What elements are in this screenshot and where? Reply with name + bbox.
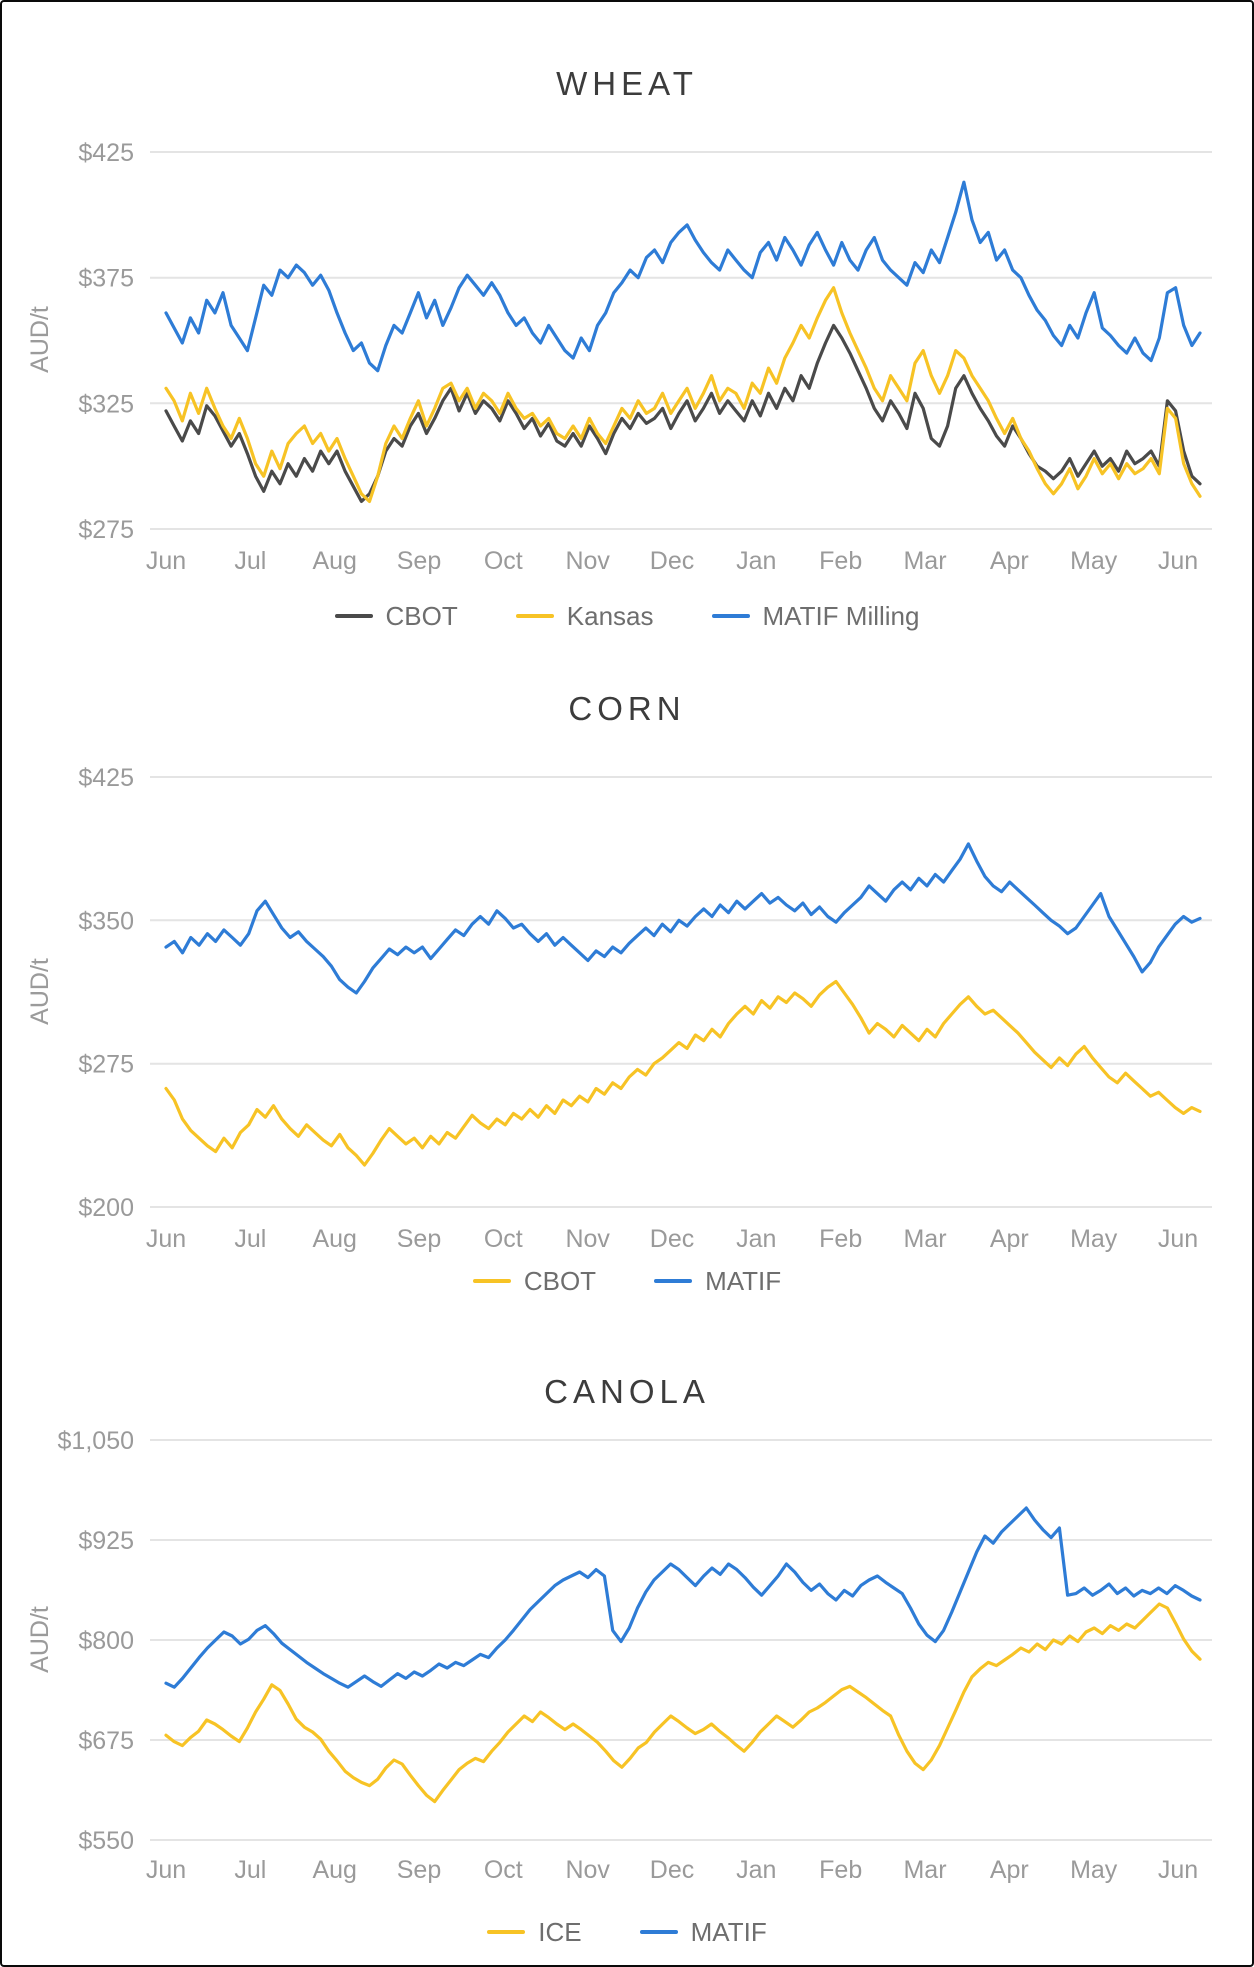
wheat-chart-title: WHEAT <box>556 65 698 102</box>
corn-legend-label-matif: MATIF <box>705 1265 782 1296</box>
svg-text:Aug: Aug <box>312 547 356 575</box>
wheat-chart-section: WHEAT AUD/t $425 $375 $325 $275 Jun Jul Aug Sep… <box>2 2 1252 632</box>
svg-text:Mar: Mar <box>903 1856 946 1884</box>
svg-text:$550: $550 <box>78 1827 134 1855</box>
svg-text:$800: $800 <box>78 1627 134 1655</box>
corn-chart-title: CORN <box>568 690 686 727</box>
wheat-legend-item-matif-milling: MATIF Milling <box>711 600 920 632</box>
svg-text:Mar: Mar <box>903 547 946 575</box>
svg-text:Dec: Dec <box>650 1225 694 1253</box>
svg-text:Jan: Jan <box>736 1225 776 1253</box>
corn-legend-item-cbot: CBOT <box>472 1265 597 1297</box>
svg-text:Jul: Jul <box>234 1225 266 1253</box>
svg-text:Jun: Jun <box>146 1856 186 1884</box>
svg-text:Feb: Feb <box>819 1856 862 1884</box>
corn-cbot-line-swatch-icon <box>472 1279 511 1283</box>
svg-text:Sep: Sep <box>397 1225 441 1253</box>
kansas-line-swatch-icon <box>515 614 554 618</box>
svg-text:Jun: Jun <box>146 547 186 575</box>
canola-chart-section: CANOLA AUD/t $1,050 $925 $800 $675 $550 Jun Ju… <box>2 1362 1252 1948</box>
svg-text:Jul: Jul <box>234 1856 266 1884</box>
svg-text:Apr: Apr <box>990 1225 1029 1253</box>
svg-text:Aug: Aug <box>312 1225 356 1253</box>
svg-text:Nov: Nov <box>565 1225 610 1253</box>
canola-y-axis-label: AUD/t <box>25 1606 54 1673</box>
wheat-legend-label-cbot: CBOT <box>385 600 458 631</box>
svg-text:$425: $425 <box>78 139 134 167</box>
corn-chart-plot: $425 $350 $275 $200 Jun Jul Aug Sep Oct Nov Dec Jan… <box>78 764 1212 1253</box>
corn-legend-label-cbot: CBOT <box>523 1265 597 1296</box>
svg-text:Aug: Aug <box>312 1856 356 1884</box>
svg-text:Jun: Jun <box>1158 1856 1198 1884</box>
svg-text:Oct: Oct <box>484 547 523 575</box>
corn-legend-item-matif: MATIF <box>654 1266 781 1297</box>
svg-text:Jul: Jul <box>234 547 266 575</box>
svg-text:$275: $275 <box>78 516 134 544</box>
wheat-chart-plot: $425 $375 $325 $275 Jun Jul Aug Sep Oct Nov Dec Jan… <box>78 139 1212 575</box>
cbot-line-swatch-icon <box>334 614 373 618</box>
svg-text:Nov: Nov <box>565 547 610 575</box>
svg-text:May: May <box>1070 547 1118 575</box>
svg-text:Jun: Jun <box>146 1225 186 1253</box>
svg-text:$350: $350 <box>78 907 134 935</box>
svg-text:May: May <box>1070 1856 1118 1884</box>
matif-milling-line-swatch-icon <box>711 614 750 618</box>
canola-legend-item-matif: MATIF <box>639 1916 767 1948</box>
wheat-legend-label-kansas: Kansas <box>566 600 654 631</box>
ice-line-swatch-icon <box>487 1930 526 1934</box>
canola-chart-plot: $1,050 $925 $800 $675 $550 Jun Jul Aug Sep Oct Nov… <box>58 1427 1212 1884</box>
canola-legend-label-matif: MATIF <box>690 1916 767 1947</box>
svg-text:$1,050: $1,050 <box>58 1427 134 1455</box>
svg-text:Sep: Sep <box>397 1856 441 1884</box>
wheat-legend-item-cbot: CBOT <box>334 600 458 632</box>
canola-legend-item-ice: ICE <box>487 1916 582 1948</box>
wheat-legend-label-matif-milling: MATIF Milling <box>762 600 920 631</box>
canola-chart-title: CANOLA <box>544 1373 710 1410</box>
svg-text:Sep: Sep <box>397 547 441 575</box>
svg-text:Oct: Oct <box>484 1225 523 1253</box>
svg-text:Jan: Jan <box>736 1856 776 1884</box>
svg-text:Jun: Jun <box>1158 1225 1198 1253</box>
svg-text:May: May <box>1070 1225 1118 1253</box>
svg-text:Jun: Jun <box>1158 547 1198 575</box>
svg-text:Feb: Feb <box>819 1225 862 1253</box>
svg-text:Apr: Apr <box>990 547 1029 575</box>
canola-legend-label-ice: ICE <box>538 1916 582 1947</box>
svg-text:$675: $675 <box>78 1727 134 1755</box>
svg-text:Dec: Dec <box>650 1856 694 1884</box>
svg-text:$925: $925 <box>78 1527 134 1555</box>
svg-text:Oct: Oct <box>484 1856 523 1884</box>
corn-matif-line-swatch-icon <box>654 1279 693 1283</box>
svg-text:Dec: Dec <box>650 547 694 575</box>
svg-text:Mar: Mar <box>903 1225 946 1253</box>
corn-chart-section: CORN AUD/t $425 $350 $275 $200 Jun Jul Aug Sep O… <box>2 627 1252 1297</box>
wheat-y-axis-label: AUD/t <box>25 306 54 373</box>
canola-matif-line-swatch-icon <box>639 1930 678 1934</box>
svg-text:$425: $425 <box>78 764 134 792</box>
svg-text:$325: $325 <box>78 390 134 418</box>
svg-text:Apr: Apr <box>990 1856 1029 1884</box>
svg-text:$275: $275 <box>78 1051 134 1079</box>
corn-y-axis-label: AUD/t <box>25 958 54 1025</box>
corn-legend: CBOT MATIF <box>2 1265 1252 1297</box>
svg-text:Nov: Nov <box>565 1856 610 1884</box>
svg-text:Jan: Jan <box>736 547 776 575</box>
svg-text:Feb: Feb <box>819 547 862 575</box>
wheat-legend: CBOT Kansas MATIF Milling <box>2 600 1252 632</box>
svg-text:$200: $200 <box>78 1194 134 1222</box>
wheat-legend-item-kansas: Kansas <box>515 600 654 632</box>
svg-text:$375: $375 <box>78 265 134 293</box>
canola-legend: ICE MATIF <box>2 1916 1252 1948</box>
